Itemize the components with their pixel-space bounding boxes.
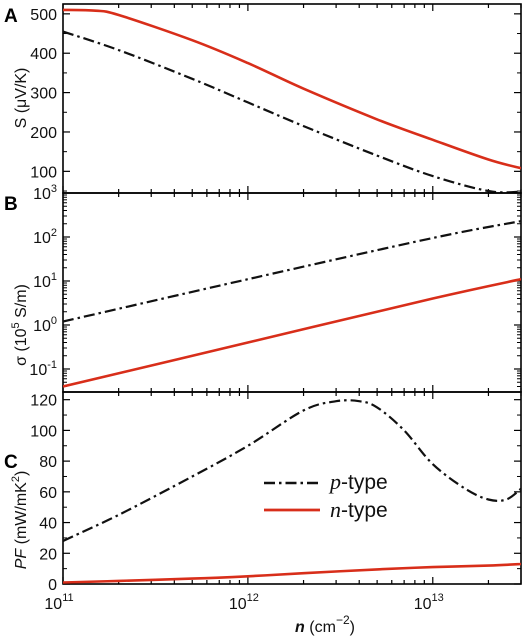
panel-a-y-tick-label: 100 [30, 164, 57, 181]
x-axis-title-unit: (cm [305, 619, 336, 636]
panel-b-y-tick-label: 103 [33, 183, 57, 203]
x-tick-base: 10 [229, 596, 247, 613]
panel-b-ylabel-unit: S/m) [13, 284, 30, 322]
panel-b-y-tick-exp: 0 [51, 315, 57, 327]
x-axis-title-close: ) [350, 619, 355, 636]
legend-label-p-main: p [328, 469, 341, 494]
panel-b-y-tick-base: 10 [33, 230, 51, 247]
x-tick-label: 1011 [44, 592, 73, 613]
legend-label-p-type: p-type [328, 469, 388, 494]
panel-a-y-tick-label: 300 [30, 86, 57, 103]
panel-a-letter: A [4, 6, 18, 27]
panel-c-y-tick-label: 40 [39, 516, 57, 533]
panel-c-y-tick-label: 120 [30, 393, 57, 410]
panel-b-ylabel-main: σ (10 [13, 328, 30, 366]
panel-a-frame [62, 3, 522, 194]
panel-a-series-p-type [63, 30, 521, 193]
panel-b-y-tick-label: 101 [33, 271, 57, 291]
x-tick-base: 10 [44, 596, 62, 613]
panel-b-y-tick-base: 10 [33, 318, 51, 335]
panel-c-ylabel-main: PF [13, 548, 30, 570]
panel-b-y-tick-label: 100 [33, 315, 57, 335]
legend-label-n-main: n [330, 497, 341, 522]
panel-b-ylabel-sup: 5 [10, 322, 22, 328]
x-axis-title-main: n [295, 619, 305, 636]
panel-b-y-tick-base: 10 [33, 274, 51, 291]
legend-label-p-suffix: -type [341, 471, 388, 494]
panel-b-y-tick-exp: 1 [51, 271, 57, 283]
x-axis-title-sup: −2 [336, 613, 350, 627]
x-tick-label: 1012 [229, 592, 259, 613]
panel-c-ylabel-close: ) [13, 471, 30, 476]
panel-c-y-tick-label: 100 [30, 423, 57, 440]
panel-b-y-tick-label: 102 [33, 227, 57, 247]
panel-c-ylabel: PF (mW/mK2) [10, 471, 30, 570]
panel-c-ylabel-sup: 2 [10, 476, 22, 482]
panel-a-series-n-type [63, 8, 521, 170]
panel-b-y-tick-base: 10 [33, 186, 51, 203]
panel-b-letter: B [4, 194, 18, 215]
panel-c-y-tick-label: 80 [39, 454, 57, 471]
panel-b-frame [62, 192, 522, 393]
panel-b-y-tick-base: 10 [29, 362, 47, 379]
panel-b-series-n-type [63, 277, 521, 388]
panel-b-y-tick-exp: 2 [51, 227, 57, 239]
x-tick-exp: 12 [247, 592, 259, 604]
panel-a-y-tick-label: 500 [30, 7, 57, 24]
panel-b-ylabel: σ (105 S/m) [10, 284, 30, 366]
panel-a-y-tick-label: 200 [30, 125, 57, 142]
x-tick-label: 1013 [414, 592, 444, 613]
panel-c-y-tick-label: 20 [39, 546, 57, 563]
panel-c-y-tick-label: 0 [48, 577, 57, 594]
x-axis-labels: n (cm−2) [295, 613, 355, 636]
x-tick-exp: 13 [432, 592, 444, 604]
x-tick-exp: 11 [62, 592, 73, 604]
panel-a: A S (μV/K) 100 200 300 400 500 [4, 3, 522, 194]
panel-b-y-tick-label: 10-1 [29, 359, 57, 379]
panel-b-series-p-type [63, 220, 521, 323]
x-axis-title: n (cm−2) [295, 613, 355, 636]
panel-c-series-n-type [63, 562, 521, 584]
panel-c-frame [62, 391, 522, 585]
panel-c-letter: C [4, 452, 18, 473]
panel-c-ylabel-unit: (mW/mK [13, 482, 30, 549]
panel-c-series-p-type [63, 399, 521, 542]
panel-b-y-tick-exp: -1 [47, 359, 57, 371]
legend: p-type n-type [264, 469, 388, 522]
panel-c-y-tick-label: 60 [39, 485, 57, 502]
legend-label-n-suffix: -type [341, 499, 388, 522]
x-tick-base: 10 [414, 596, 432, 613]
panel-a-ylabel: S (μV/K) [13, 68, 30, 129]
panel-b-y-tick-exp: 3 [51, 183, 57, 195]
legend-label-n-type: n-type [330, 497, 388, 522]
panel-a-y-tick-label: 400 [30, 46, 57, 63]
